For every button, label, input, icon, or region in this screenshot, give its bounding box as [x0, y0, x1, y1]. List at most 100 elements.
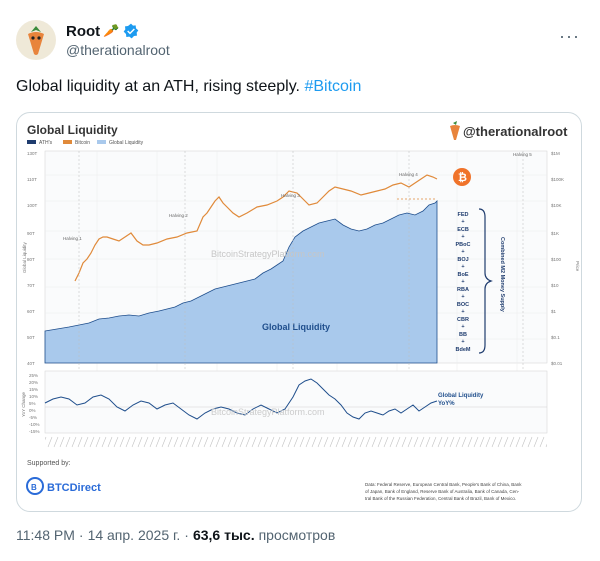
bank-label: BOJ	[457, 257, 468, 263]
svg-text:+: +	[461, 249, 464, 255]
bank-label: CBR	[457, 317, 469, 323]
author-names: Root 🥕 @therationalroot	[66, 23, 170, 58]
legend-item-bitcoin: Bitcoin	[75, 140, 90, 146]
tweet-header: Root 🥕 @therationalroot ···	[16, 16, 584, 64]
bank-label: RBA	[457, 287, 469, 293]
right-tick: $0.01	[551, 361, 563, 366]
bank-label: FED	[458, 212, 469, 218]
yoy-axis-title: YoY Change	[21, 391, 26, 417]
verified-badge-icon	[124, 23, 139, 39]
left-tick: 40T	[27, 361, 35, 366]
right-axis-ticks: $1M $100K $10K $1K $100 $10 $1 $0.1 $0.0…	[551, 151, 564, 366]
left-tick: 80T	[27, 257, 35, 262]
left-tick: 60T	[27, 309, 35, 314]
source-line: of Japan, Bank of England, Reserve Bank …	[365, 489, 520, 494]
yoy-tick: 15%	[29, 387, 38, 392]
carrot-emoji-icon: 🥕	[103, 23, 120, 38]
right-tick: $10K	[551, 203, 562, 208]
supported-by-label: Supported by:	[27, 460, 71, 467]
right-axis-title: Price	[575, 261, 580, 272]
avatar[interactable]	[16, 20, 56, 60]
chart-watermark: @therationalroot	[450, 121, 568, 140]
right-tick: $0.1	[551, 335, 560, 340]
svg-text:+: +	[461, 309, 464, 315]
right-tick: $100K	[551, 177, 564, 182]
more-options-button[interactable]: ···	[559, 26, 580, 46]
chart-handle-watermark: @therationalroot	[463, 124, 568, 139]
svg-text:+: +	[461, 279, 464, 285]
site-watermark-yoy: BitcoinStrategyPlatform.com	[211, 407, 325, 417]
tweet-media-image[interactable]: Global Liquidity ATH's Bitcoin Global Li…	[16, 112, 582, 512]
yoy-plot-area	[44, 370, 548, 434]
chart-legend: ATH's Bitcoin Global Liquidity	[27, 140, 144, 146]
liquidity-area	[44, 200, 438, 364]
left-tick: 90T	[27, 231, 35, 236]
tweet-meta: 11:48 PM · 14 апр. 2025 г. · 63,6 тыс. п…	[16, 527, 336, 543]
left-axis-ticks: 130T 110T 100T 90T 80T 70T 60T 50T 40T	[27, 151, 38, 366]
left-tick: 70T	[27, 283, 35, 288]
author-handle[interactable]: @therationalroot	[66, 41, 170, 58]
right-tick: $1	[551, 309, 557, 314]
source-line: tral Bank of the Russian Federation, Cen…	[365, 496, 516, 501]
sponsor-name: BTCDirect	[47, 482, 101, 494]
views-count[interactable]: 63,6 тыс.	[192, 527, 255, 543]
bitcoin-logo-icon	[453, 168, 471, 186]
legend-item-ath: ATH's	[39, 140, 53, 146]
yoy-tick: -15%	[29, 429, 40, 434]
bank-label: BoE	[458, 272, 469, 278]
yoy-tick: 10%	[29, 394, 38, 399]
left-tick: 100T	[27, 203, 38, 208]
liquidity-area-label: Global Liquidity	[262, 322, 330, 332]
bank-label: ECB	[457, 227, 469, 233]
bank-label: BOC	[457, 302, 469, 308]
right-tick: $100	[551, 257, 562, 262]
chart-title: Global Liquidity	[27, 123, 118, 137]
left-tick: 50T	[27, 335, 35, 340]
svg-text:+: +	[461, 234, 464, 240]
yoy-tick: -10%	[29, 422, 40, 427]
tweet-time[interactable]: 11:48 PM	[16, 527, 75, 543]
tweet-text: Global liquidity at an ATH, rising steep…	[16, 78, 361, 96]
bitcoin-symbol-icon: ₿	[458, 172, 467, 184]
svg-text:+: +	[461, 339, 464, 345]
x-axis-date-labels	[45, 435, 547, 449]
left-tick: 110T	[27, 177, 37, 182]
halving-label: Halving 4	[399, 172, 418, 177]
tweet-date[interactable]: 14 апр. 2025 г.	[87, 527, 181, 543]
bank-label: BdeM	[456, 347, 471, 353]
svg-text:+: +	[461, 294, 464, 300]
yoy-tick: 5%	[29, 401, 36, 406]
bitcoin-price-line	[74, 174, 438, 282]
yoy-tick: 20%	[29, 380, 38, 385]
data-source-text: Data: Federal Reserve, European Central …	[365, 482, 522, 501]
views-label: просмотров	[258, 527, 336, 543]
liquidity-chart-image: Global Liquidity ATH's Bitcoin Global Li…	[21, 121, 580, 501]
yoy-line	[44, 378, 438, 420]
left-axis-title: Global Liquidity	[22, 241, 27, 273]
halving-label: Halving 3	[281, 193, 300, 198]
svg-text:+: +	[461, 264, 464, 270]
yoy-axis-ticks: 25% 20% 15% 10% 5% 0% -5% -10% -15%	[29, 373, 40, 434]
source-line: Data: Federal Reserve, European Central …	[365, 482, 522, 487]
right-tick: $10	[551, 283, 559, 288]
bank-bracket	[478, 208, 493, 354]
bank-label: PBoC	[456, 242, 471, 248]
halving-label: Halving 2	[169, 213, 188, 218]
bank-list: FED + ECB + PBoC + BOJ + BoE + RBA + BOC…	[456, 212, 471, 353]
legend-item-liquidity: Global Liquidity	[109, 140, 144, 146]
yoy-tick: -5%	[29, 415, 37, 420]
author-name[interactable]: Root	[66, 22, 101, 40]
yoy-label-line2: YoY%	[438, 401, 455, 407]
btcdirect-logo-icon	[26, 477, 44, 495]
svg-text:B: B	[31, 483, 37, 492]
halving-label: Halving 5	[513, 152, 532, 157]
yoy-label-line1: Global Liquidity	[438, 393, 484, 399]
right-tick: $1K	[551, 231, 559, 236]
halving-lines	[78, 151, 524, 433]
yoy-tick: 25%	[29, 373, 38, 378]
halving-labels: Halving 1 Halving 2 Halving 3 Halving 4 …	[63, 152, 532, 241]
svg-text:+: +	[461, 219, 464, 225]
hashtag-link[interactable]: #Bitcoin	[304, 78, 362, 95]
yoy-tick: 0%	[29, 408, 36, 413]
bank-label: BB	[459, 332, 467, 338]
